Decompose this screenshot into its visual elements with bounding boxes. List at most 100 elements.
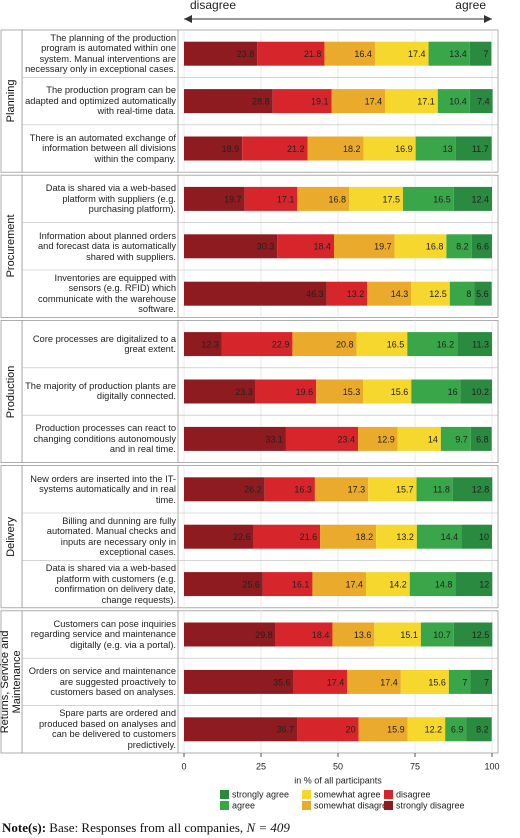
note-n: N = 409 [246,820,290,835]
bar-segment [376,524,417,549]
bar-segment [184,136,243,161]
value-label: 7 [484,677,489,687]
legend-label: agree [232,800,255,810]
bar-segment [358,717,408,742]
value-label: 14 [428,434,438,444]
value-label: 12.9 [377,434,395,444]
value-label: 12.5 [472,630,490,640]
value-label: 18.2 [356,532,374,542]
bar-segment [446,234,472,259]
bar-segment [184,332,222,357]
value-label: 7.4 [477,96,490,106]
strip [0,174,23,318]
value-label: 19.1 [311,96,329,106]
legend-label: somewhat disagree [314,800,392,810]
legend-label: strongly agree [232,789,289,799]
bar-segment [244,186,298,211]
bar-segment [253,524,321,549]
value-label: 17.3 [348,485,366,495]
note: Note(s): Base: Responses from all compan… [2,820,290,836]
value-label: 17.4 [408,49,426,59]
value-label: 17.4 [380,677,398,687]
value-label: 15.6 [391,387,409,397]
value-label: 16.4 [354,49,372,59]
bar-segment [461,524,492,549]
strip [0,29,23,173]
legend-swatch [220,790,229,799]
value-label: 16.2 [437,339,455,349]
bar-segment [437,89,470,114]
bar-segment [470,669,492,694]
value-label: 14.2 [389,579,407,589]
direction-right: agree [455,0,486,12]
value-label: 6.8 [476,434,489,444]
value-label: 7 [462,677,467,687]
bar-segment [452,477,493,502]
note-text: Base: Responses from all companies, [49,820,244,835]
bar-segment [358,426,398,451]
value-label: 12.5 [429,289,447,299]
bar-segment [394,234,447,259]
value-label: 16.3 [294,485,312,495]
x-axis-title: in % of all participants [294,775,382,785]
value-label: 7 [483,49,488,59]
row-label: Core processes are digitalized to a grea… [32,333,176,355]
value-label: 29.8 [255,630,273,640]
bar-segment [368,477,417,502]
facet-label: Returns, Service and Maintenance [0,630,23,734]
facet-label: Procurement [5,214,17,278]
bar-segment [324,41,375,66]
value-label: 12 [479,579,489,589]
row-label: The production program can be adapted an… [25,85,176,117]
value-label: 8.2 [456,242,469,252]
value-label: 20.8 [336,339,354,349]
value-label: 21.2 [287,144,305,154]
value-label: 13.2 [347,289,365,299]
row-label: The majority of production plants are di… [25,380,176,402]
row-label: The planning of the production program i… [25,32,176,75]
bar-segment [184,622,276,647]
value-label: 14.8 [435,579,453,589]
value-label: 35.6 [273,677,291,687]
value-label: 19.7 [374,242,392,252]
value-label: 23.3 [235,387,253,397]
bar-segment [326,281,368,306]
value-label: 16.8 [329,194,347,204]
value-label: 10.4 [449,96,467,106]
value-label: 16.5 [433,194,451,204]
bar-segment [293,669,348,694]
bar-segment [184,669,294,694]
bar-segment [416,524,462,549]
value-label: 5.6 [476,289,489,299]
bar-segment [272,89,332,114]
value-label: 13.6 [354,630,372,640]
row-label: Inventories are equipped with sensors (e… [38,272,176,315]
row-label: Billing and dunning are fully automated.… [46,515,176,558]
value-label: 21.6 [300,532,318,542]
value-label: 17.1 [417,96,435,106]
row-label: Data is shared via a web-based platform … [45,563,176,605]
bar-segment [469,41,492,66]
bar-segment [184,477,265,502]
bar-segment [474,281,492,306]
bar-segment [221,332,293,357]
bar-segment [460,379,492,404]
value-label: 8.2 [476,725,489,735]
bar-segment [184,281,327,306]
value-label: 21.8 [304,49,322,59]
direction-left: disagree [190,0,236,12]
value-label: 16.5 [387,339,405,349]
value-label: 12.4 [471,194,489,204]
row-label: Customers can pose inquiries regarding s… [30,618,176,650]
value-label: 17.4 [327,677,345,687]
strip [0,465,23,609]
value-label: 23.4 [337,434,355,444]
row-label: Information about planned orders and for… [38,230,176,262]
note-label: Note(s): [2,820,47,835]
value-label: 16 [448,387,458,397]
bar-segment [402,186,454,211]
value-label: 25.6 [242,579,260,589]
value-label: 17.4 [345,579,363,589]
value-label: 10 [479,532,489,542]
